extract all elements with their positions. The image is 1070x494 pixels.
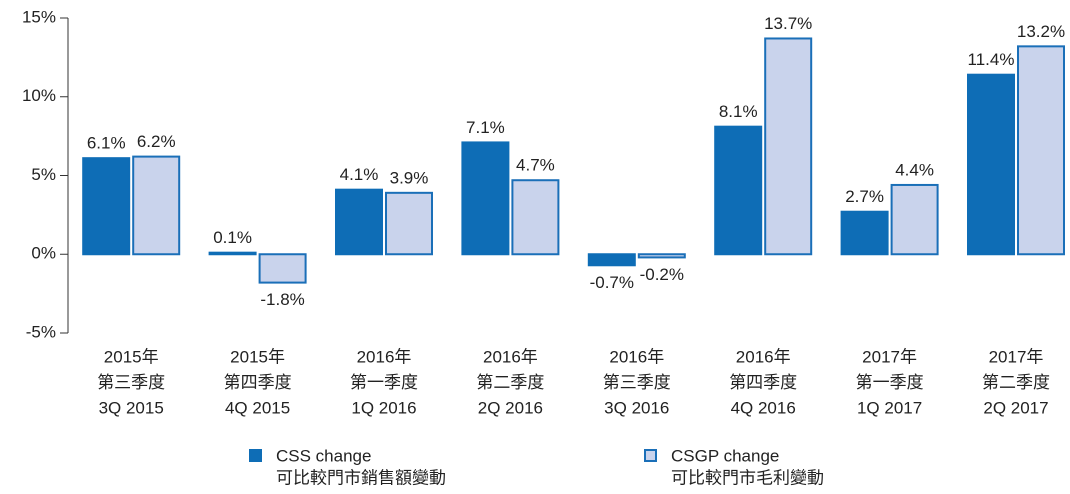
x-tick-label: 1Q 2016 xyxy=(351,398,416,417)
bar xyxy=(840,210,889,256)
x-tick-label: 4Q 2016 xyxy=(731,398,796,417)
data-label: 6.2% xyxy=(137,132,176,151)
bar xyxy=(587,253,636,267)
data-label: 3.9% xyxy=(390,168,429,187)
data-label: -1.8% xyxy=(260,290,304,309)
y-tick-label: 0% xyxy=(31,244,56,263)
bar xyxy=(637,253,686,259)
x-tick-label: 2017年 xyxy=(989,347,1044,366)
bar xyxy=(714,125,763,256)
x-tick-label: 第三季度 xyxy=(97,373,165,392)
bar xyxy=(335,188,383,256)
x-tick-label: 第三季度 xyxy=(603,373,671,392)
legend-swatch xyxy=(249,449,262,462)
data-label: 13.2% xyxy=(1017,22,1065,41)
x-tick-label: 2Q 2017 xyxy=(983,398,1048,417)
x-tick-label: 2016年 xyxy=(483,347,538,366)
bar xyxy=(258,253,307,284)
data-label: 11.4% xyxy=(968,50,1015,69)
x-tick-label: 第一季度 xyxy=(350,373,418,392)
bar xyxy=(890,183,939,256)
data-label: -0.7% xyxy=(590,273,634,292)
data-label: -0.2% xyxy=(640,265,684,284)
y-tick-label: -5% xyxy=(26,322,56,341)
x-tick-label: 2015年 xyxy=(230,347,285,366)
x-tick-label: 1Q 2017 xyxy=(857,398,922,417)
bar xyxy=(967,73,1015,256)
x-tick-label: 第一季度 xyxy=(856,373,924,392)
data-label: 4.1% xyxy=(340,165,379,184)
legend-label-zh: 可比較門市毛利變動 xyxy=(671,468,824,487)
x-tick-label: 2Q 2016 xyxy=(478,398,543,417)
x-tick-label: 第二季度 xyxy=(476,373,544,392)
bar xyxy=(1017,45,1065,256)
data-label: 0.1% xyxy=(213,228,252,247)
bar xyxy=(764,37,813,256)
x-tick-label: 第二季度 xyxy=(982,373,1050,392)
bar xyxy=(385,191,433,256)
data-label: 4.7% xyxy=(516,156,555,175)
data-label: 2.7% xyxy=(845,187,884,206)
y-tick-label: 15% xyxy=(22,7,56,26)
legend-label: CSS change xyxy=(276,446,371,465)
x-tick-label: 第四季度 xyxy=(729,373,797,392)
y-tick-label: 5% xyxy=(31,165,56,184)
bar xyxy=(82,157,131,256)
legend-label-zh: 可比較門市銷售額變動 xyxy=(276,468,446,487)
data-label: 6.1% xyxy=(87,134,126,153)
x-tick-label: 3Q 2016 xyxy=(604,398,669,417)
x-tick-label: 2017年 xyxy=(862,347,917,366)
data-label: 7.1% xyxy=(466,118,505,137)
bar xyxy=(511,179,560,256)
y-tick-label: 10% xyxy=(22,86,56,105)
bar xyxy=(132,155,181,256)
legend-swatch xyxy=(644,449,657,462)
x-tick-label: 3Q 2015 xyxy=(99,398,164,417)
x-tick-label: 2016年 xyxy=(736,347,791,366)
x-tick-label: 2016年 xyxy=(609,347,664,366)
x-tick-label: 4Q 2015 xyxy=(225,398,290,417)
x-tick-label: 2016年 xyxy=(357,347,412,366)
x-tick-label: 2015年 xyxy=(104,347,159,366)
data-label: 4.4% xyxy=(895,160,934,179)
bar xyxy=(208,251,257,256)
data-label: 8.1% xyxy=(719,102,758,121)
data-label: 13.7% xyxy=(764,14,812,33)
legend-label: CSGP change xyxy=(671,446,779,465)
bar xyxy=(461,141,510,256)
x-tick-label: 第四季度 xyxy=(224,373,292,392)
